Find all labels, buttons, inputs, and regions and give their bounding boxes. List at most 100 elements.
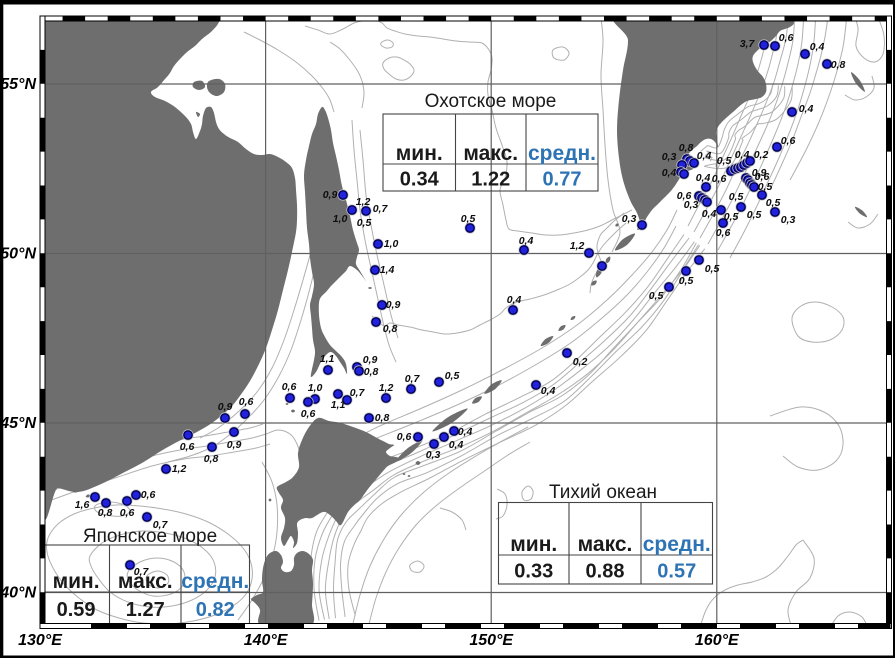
svg-text:0,3: 0,3 xyxy=(684,199,699,211)
svg-text:0,9: 0,9 xyxy=(218,401,233,413)
svg-text:0,8: 0,8 xyxy=(383,323,398,335)
svg-text:0,4: 0,4 xyxy=(507,294,522,306)
svg-text:0,6: 0,6 xyxy=(282,381,297,393)
svg-text:0,4: 0,4 xyxy=(810,41,825,53)
svg-text:40°N: 40°N xyxy=(0,585,36,602)
svg-text:0,9: 0,9 xyxy=(323,189,338,201)
svg-text:0,8: 0,8 xyxy=(204,453,219,465)
svg-text:0,8: 0,8 xyxy=(375,412,390,424)
svg-text:0.33: 0.33 xyxy=(514,561,553,583)
svg-text:0,6: 0,6 xyxy=(716,227,731,239)
svg-text:0,9: 0,9 xyxy=(363,354,378,366)
svg-text:0,6: 0,6 xyxy=(779,32,794,44)
svg-text:0.82: 0.82 xyxy=(196,599,235,621)
svg-text:1.22: 1.22 xyxy=(471,169,510,191)
svg-text:160°E: 160°E xyxy=(695,632,740,649)
svg-text:0,4: 0,4 xyxy=(735,149,750,161)
svg-text:0,2: 0,2 xyxy=(754,149,769,161)
svg-text:0,5: 0,5 xyxy=(679,275,694,287)
svg-text:0,4: 0,4 xyxy=(449,439,464,451)
svg-text:мин.: мин. xyxy=(510,533,557,556)
svg-text:0.77: 0.77 xyxy=(543,169,582,191)
svg-text:0.88: 0.88 xyxy=(586,561,625,583)
svg-text:0,9: 0,9 xyxy=(386,299,401,311)
svg-text:0,6: 0,6 xyxy=(301,408,316,420)
svg-text:0,4: 0,4 xyxy=(799,103,814,115)
svg-text:140°E: 140°E xyxy=(244,632,289,649)
svg-text:0,7: 0,7 xyxy=(373,203,389,215)
svg-text:1,4: 1,4 xyxy=(380,264,395,276)
svg-text:0,4: 0,4 xyxy=(458,426,473,438)
svg-text:0.34: 0.34 xyxy=(400,169,440,191)
svg-text:макс.: макс. xyxy=(118,570,173,593)
svg-text:0,8: 0,8 xyxy=(364,366,379,378)
svg-text:0,5: 0,5 xyxy=(649,290,664,302)
svg-text:0,4: 0,4 xyxy=(519,235,534,247)
svg-text:0,4: 0,4 xyxy=(662,167,677,179)
svg-text:0,6: 0,6 xyxy=(755,171,770,183)
svg-text:0,9: 0,9 xyxy=(752,167,767,179)
svg-text:0,5: 0,5 xyxy=(461,213,476,225)
svg-text:1,2: 1,2 xyxy=(356,196,371,208)
svg-text:45°N: 45°N xyxy=(0,415,36,432)
svg-text:1,2: 1,2 xyxy=(570,240,585,252)
svg-text:мин.: мин. xyxy=(53,570,100,593)
svg-text:0,5: 0,5 xyxy=(766,197,781,209)
svg-text:0,3: 0,3 xyxy=(781,214,796,226)
svg-text:0.57: 0.57 xyxy=(657,561,696,583)
svg-text:0,7: 0,7 xyxy=(405,373,421,385)
svg-text:0,6: 0,6 xyxy=(781,135,796,147)
svg-text:0,6: 0,6 xyxy=(677,190,692,202)
svg-text:мин.: мин. xyxy=(396,142,443,165)
svg-text:0,5: 0,5 xyxy=(729,191,744,203)
svg-text:0,6: 0,6 xyxy=(141,489,156,501)
svg-text:макс.: макс. xyxy=(578,533,633,556)
svg-text:0,5: 0,5 xyxy=(717,155,732,167)
svg-text:0,6: 0,6 xyxy=(180,441,195,453)
svg-text:0,6: 0,6 xyxy=(712,173,727,185)
svg-text:0,8: 0,8 xyxy=(679,142,694,154)
svg-text:макс.: макс. xyxy=(463,142,518,165)
svg-text:3,7: 3,7 xyxy=(740,38,756,50)
svg-text:0,8: 0,8 xyxy=(831,59,846,71)
svg-text:0,7: 0,7 xyxy=(153,519,169,531)
svg-text:150°E: 150°E xyxy=(469,632,514,649)
svg-text:0,5: 0,5 xyxy=(747,209,762,221)
svg-text:1,0: 1,0 xyxy=(384,238,399,250)
svg-text:0,5: 0,5 xyxy=(705,263,720,275)
svg-text:0,3: 0,3 xyxy=(662,151,677,163)
svg-text:Японское море: Японское море xyxy=(83,526,217,547)
svg-text:0,4: 0,4 xyxy=(696,172,711,184)
svg-text:0,5: 0,5 xyxy=(724,211,739,223)
svg-text:Охотское море: Охотское море xyxy=(425,91,557,112)
svg-text:0,8: 0,8 xyxy=(98,507,113,519)
svg-text:0,2: 0,2 xyxy=(573,356,588,368)
svg-text:0,7: 0,7 xyxy=(134,566,150,578)
svg-text:1,0: 1,0 xyxy=(308,382,323,394)
svg-text:1,0: 1,0 xyxy=(333,213,348,225)
svg-text:0.59: 0.59 xyxy=(57,599,96,621)
svg-text:0,5: 0,5 xyxy=(357,217,372,229)
svg-text:0,4: 0,4 xyxy=(541,385,556,397)
svg-text:1,1: 1,1 xyxy=(320,353,335,365)
svg-text:0,5: 0,5 xyxy=(445,370,460,382)
svg-text:средн.: средн. xyxy=(643,533,711,556)
svg-text:0,7: 0,7 xyxy=(350,387,366,399)
svg-text:средн.: средн. xyxy=(181,570,249,593)
svg-text:0,3: 0,3 xyxy=(426,449,441,461)
svg-text:1.27: 1.27 xyxy=(126,599,165,621)
svg-text:0,6: 0,6 xyxy=(120,507,135,519)
svg-text:0,4: 0,4 xyxy=(697,150,712,162)
svg-text:1,1: 1,1 xyxy=(331,399,346,411)
svg-text:1,2: 1,2 xyxy=(172,463,187,475)
svg-text:0,4: 0,4 xyxy=(702,208,717,220)
svg-text:0,6: 0,6 xyxy=(397,431,412,443)
svg-text:130°E: 130°E xyxy=(18,632,63,649)
svg-text:0,5: 0,5 xyxy=(758,181,773,193)
svg-text:55°N: 55°N xyxy=(0,76,36,93)
svg-text:0,3: 0,3 xyxy=(622,213,637,225)
svg-text:1,6: 1,6 xyxy=(75,499,90,511)
svg-text:средн.: средн. xyxy=(528,142,596,165)
svg-text:Тихий океан: Тихий океан xyxy=(549,482,657,503)
svg-text:0,6: 0,6 xyxy=(239,396,254,408)
